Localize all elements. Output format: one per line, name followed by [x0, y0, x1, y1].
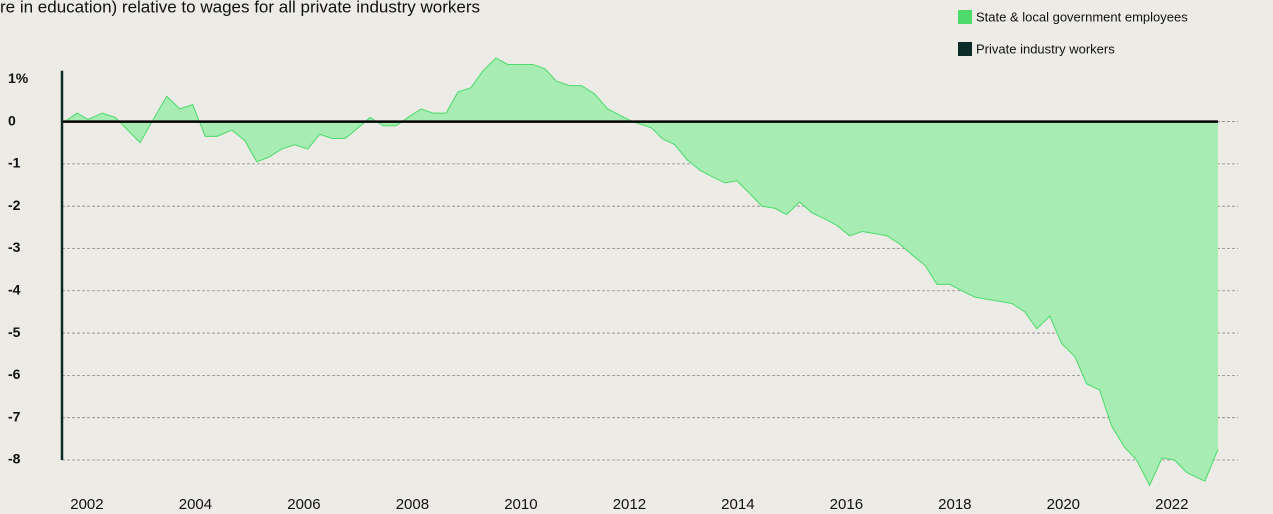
y-tick-label: -6 [8, 366, 21, 382]
x-tick-label: 2016 [830, 496, 863, 513]
y-tick-label: 1% [8, 70, 29, 86]
x-tick-label: 2008 [396, 496, 429, 513]
chart-title: re in education) relative to wages for a… [0, 0, 480, 16]
legend-swatch [958, 10, 972, 24]
y-tick-label: -8 [8, 451, 21, 467]
x-tick-label: 2004 [179, 496, 212, 513]
x-tick-label: 2002 [70, 496, 103, 513]
area [64, 58, 1218, 486]
legend-swatch [958, 42, 972, 56]
x-tick-label: 2014 [721, 496, 754, 513]
y-tick-label: -4 [8, 281, 21, 297]
legend-label: State & local government employees [976, 9, 1188, 24]
y-tick-label: -3 [8, 239, 21, 255]
x-tick-label: 2018 [938, 496, 971, 513]
area-line [64, 57, 1219, 487]
y-tick-label: -1 [8, 155, 21, 171]
y-tick-label: -5 [8, 324, 21, 340]
y-tick-label: -7 [8, 408, 21, 424]
x-tick-label: 2022 [1155, 496, 1188, 513]
legend-label: Private industry workers [976, 41, 1115, 56]
y-tick-label: 0 [8, 112, 16, 128]
x-tick-label: 2020 [1047, 496, 1080, 513]
x-tick-label: 2012 [613, 496, 646, 513]
y-tick-label: -2 [8, 197, 21, 213]
x-tick-label: 2006 [287, 496, 320, 513]
x-tick-label: 2010 [504, 496, 537, 513]
